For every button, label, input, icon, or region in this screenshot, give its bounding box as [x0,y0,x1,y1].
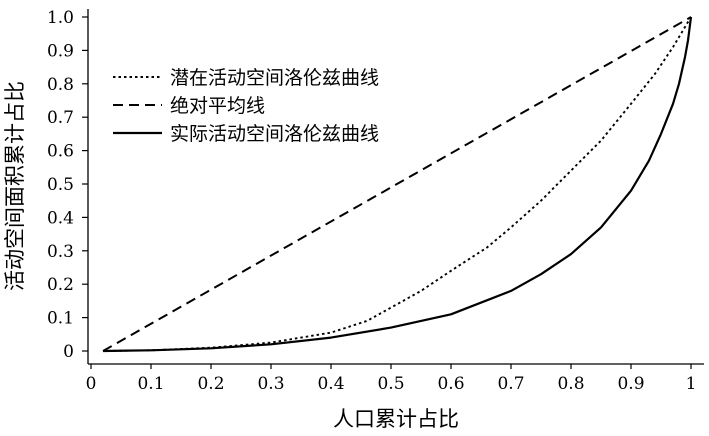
y-tick-label: 1.0 [47,8,74,28]
y-tick-label: 0.5 [47,175,74,195]
y-tick-label: 0.3 [47,242,74,262]
x-tick-label: 0.9 [617,374,644,394]
x-tick-label: 0.6 [437,374,464,394]
y-tick-label: 0.4 [47,208,74,228]
y-ticks: 0 0.1 0.2 0.3 0.4 0.5 0.6 0.7 0.8 0.9 1.0 [47,8,88,362]
legend-label-0: 潜在活动空间洛伦兹曲线 [170,67,379,89]
x-tick-label: 0.5 [377,374,404,394]
x-tick-label: 0.7 [497,374,524,394]
x-tick-label: 0.2 [197,374,224,394]
x-tick-label: 0.4 [317,374,344,394]
series-line-0 [102,16,692,352]
legend-label-2: 实际活动空间洛伦兹曲线 [170,123,379,145]
legend-label-1: 绝对平均线 [170,95,265,117]
y-axis-title: 活动空间面积累计占比 [3,81,27,291]
y-tick-label: 0.8 [47,75,74,95]
x-tick-label: 0.1 [137,374,164,394]
y-tick-label: 0.9 [47,41,74,61]
x-axis-title: 人口累计占比 [333,407,459,431]
plot-area [102,16,693,353]
x-tick-label: 1 [686,374,697,394]
x-ticks: 0 0.1 0.2 0.3 0.4 0.5 0.6 0.7 0.8 0.9 1 [86,364,697,394]
y-tick-label: 0.2 [47,275,74,295]
y-tick-label: 0.1 [47,309,74,329]
y-tick-label: 0.7 [47,108,74,128]
axes [87,9,704,365]
x-tick-label: 0.3 [257,374,284,394]
y-tick-label: 0.6 [47,142,74,162]
y-tick-label: 0 [63,342,74,362]
x-tick-label: 0 [86,374,97,394]
series-line-1 [102,16,692,352]
series-line-2 [102,16,693,353]
x-tick-label: 0.8 [557,374,584,394]
